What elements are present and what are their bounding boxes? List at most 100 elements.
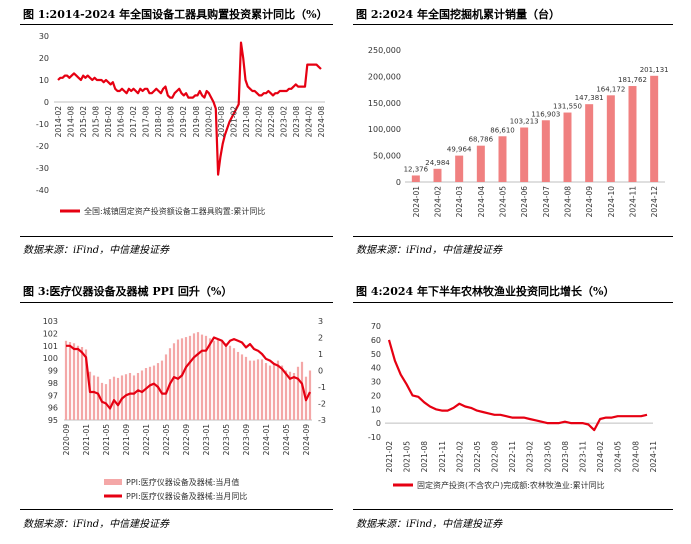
x-tick-label: 2024-05 bbox=[614, 441, 623, 473]
x-tick-label: 2023-09 bbox=[242, 424, 251, 456]
bar bbox=[136, 372, 140, 420]
x-tick-label: 2024-08 bbox=[631, 441, 640, 473]
bar bbox=[563, 112, 572, 182]
bar bbox=[498, 136, 507, 182]
bar bbox=[280, 365, 284, 420]
bar bbox=[455, 155, 464, 182]
y-tick-label: -30 bbox=[36, 164, 49, 173]
panel-title-1: 图 1:2014-2024 年全国设备工器具购置投资累计同比（%） bbox=[23, 8, 328, 21]
y-left-tick-label: 98 bbox=[48, 379, 58, 388]
x-tick-label: 2015-02 bbox=[79, 106, 88, 138]
x-tick-label: 2021-02 bbox=[229, 106, 238, 138]
x-tick-label: 2023-11 bbox=[579, 441, 588, 473]
legend-label: 全国:城镇固定资产投资额设备工器具购置:累计同比 bbox=[84, 206, 265, 216]
x-tick-label: 2017-08 bbox=[142, 106, 151, 138]
bar bbox=[236, 351, 240, 420]
x-tick-label: 2022-01 bbox=[142, 424, 151, 456]
y-right-tick-label: 3 bbox=[318, 317, 323, 326]
x-tick-label: 2023-08 bbox=[292, 106, 301, 138]
bar bbox=[148, 366, 152, 420]
bar bbox=[220, 342, 224, 420]
y-right-tick-label: 0 bbox=[318, 367, 323, 376]
bar bbox=[240, 354, 244, 420]
y-tick-label: -10 bbox=[36, 120, 49, 129]
source-note-1: 数据来源：iFind，中信建投证券 bbox=[23, 245, 170, 256]
source-note-2: 数据来源：iFind，中信建投证券 bbox=[356, 245, 503, 256]
bar bbox=[476, 145, 485, 182]
y-tick-label: 70 bbox=[371, 322, 381, 331]
x-tick-label: 2024-05 bbox=[282, 424, 291, 456]
bar bbox=[224, 343, 228, 420]
y-left-tick-label: 95 bbox=[48, 416, 58, 425]
x-tick-label: 2021-02 bbox=[385, 441, 394, 473]
x-tick-label: 2023-05 bbox=[222, 424, 231, 456]
x-tick-label: 2022-08 bbox=[491, 441, 500, 473]
x-tick-label: 2021-08 bbox=[420, 441, 429, 473]
bar-value-label: 86,610 bbox=[490, 126, 515, 134]
chart-1: 30 20 10 0 -10 -20 -30 -40 2014-02 2014-08 2015-02… bbox=[36, 32, 326, 216]
x-tick-label: 2024-11 bbox=[629, 186, 638, 218]
y-tick-label: 0 bbox=[396, 178, 401, 187]
y-left-tick-label: 97 bbox=[48, 391, 58, 400]
bar bbox=[541, 120, 550, 182]
bar bbox=[204, 335, 208, 420]
y-tick-label: -20 bbox=[36, 142, 49, 151]
y-left-tick-label: 103 bbox=[43, 317, 58, 326]
bar bbox=[216, 339, 220, 420]
x-tick-label: 2014-02 bbox=[54, 106, 63, 138]
legend-label-line: PPI:医疗仪器设备及器械:当月同比 bbox=[126, 491, 247, 501]
x-tick-label: 2024-09 bbox=[302, 424, 311, 456]
x-tick-label: 2014-08 bbox=[67, 106, 76, 138]
x-tick-label: 2024-08 bbox=[564, 186, 573, 218]
x-tick-label: 2021-08 bbox=[242, 106, 251, 138]
bar bbox=[232, 348, 236, 420]
bar bbox=[192, 333, 196, 420]
bar bbox=[92, 375, 96, 420]
y-left-tick-label: 99 bbox=[48, 367, 58, 376]
x-tick-label: 2020-02 bbox=[204, 106, 213, 138]
bar bbox=[64, 340, 68, 420]
bar bbox=[164, 354, 168, 420]
x-tick-label: 2016-02 bbox=[104, 106, 113, 138]
bar bbox=[172, 343, 176, 420]
bar-value-label: 164,172 bbox=[596, 85, 625, 93]
y-tick-label: 150,000 bbox=[368, 99, 401, 108]
x-tick-label: 2023-01 bbox=[202, 424, 211, 456]
y-tick-label: 40 bbox=[371, 364, 381, 373]
bar bbox=[252, 360, 256, 420]
y-tick-label: 0 bbox=[44, 98, 49, 107]
bar bbox=[144, 368, 148, 420]
bar-value-label: 131,550 bbox=[553, 103, 582, 111]
bar bbox=[196, 332, 200, 420]
legend-label: 固定资产投资(不含农户)完成额:农林牧渔业:累计同比 bbox=[417, 480, 605, 490]
legend-label-bar: PPI:医疗仪器设备及器械:当月值 bbox=[126, 477, 239, 487]
source-rule-2 bbox=[353, 236, 673, 237]
x-tick-label: 2021-09 bbox=[122, 424, 131, 456]
bar bbox=[268, 365, 272, 420]
bar-value-label: 201,131 bbox=[640, 66, 669, 74]
x-tick-label: 2024-11 bbox=[649, 441, 658, 473]
chart-2: 250,000 200,000 150,000 100,000 50,000 012,37… bbox=[368, 46, 669, 218]
bar bbox=[256, 359, 260, 420]
x-tick-label: 2024-06 bbox=[520, 186, 529, 218]
bar bbox=[292, 372, 296, 420]
y-tick-label: -10 bbox=[368, 433, 381, 442]
series-line bbox=[387, 339, 648, 432]
y-tick-label: 20 bbox=[39, 54, 49, 63]
y-tick-label: 0 bbox=[376, 419, 381, 428]
bar bbox=[411, 175, 420, 182]
x-tick-label: 2021-05 bbox=[102, 424, 111, 456]
y-left-tick-label: 96 bbox=[48, 404, 58, 413]
bar bbox=[88, 371, 92, 420]
bar bbox=[68, 342, 72, 420]
bar bbox=[276, 360, 280, 420]
bar-value-label: 24,984 bbox=[425, 159, 450, 167]
y-tick-label: -40 bbox=[36, 186, 49, 195]
bar bbox=[212, 340, 216, 420]
bar bbox=[264, 363, 268, 420]
panel-title-3: 图 3:医疗仪器设备及器械 PPI 回升（%） bbox=[23, 285, 233, 298]
bar-value-label: 147,381 bbox=[575, 94, 604, 102]
x-tick-label: 2022-09 bbox=[182, 424, 191, 456]
x-tick-label: 2023-05 bbox=[543, 441, 552, 473]
y-left-tick-label: 100 bbox=[43, 354, 58, 363]
